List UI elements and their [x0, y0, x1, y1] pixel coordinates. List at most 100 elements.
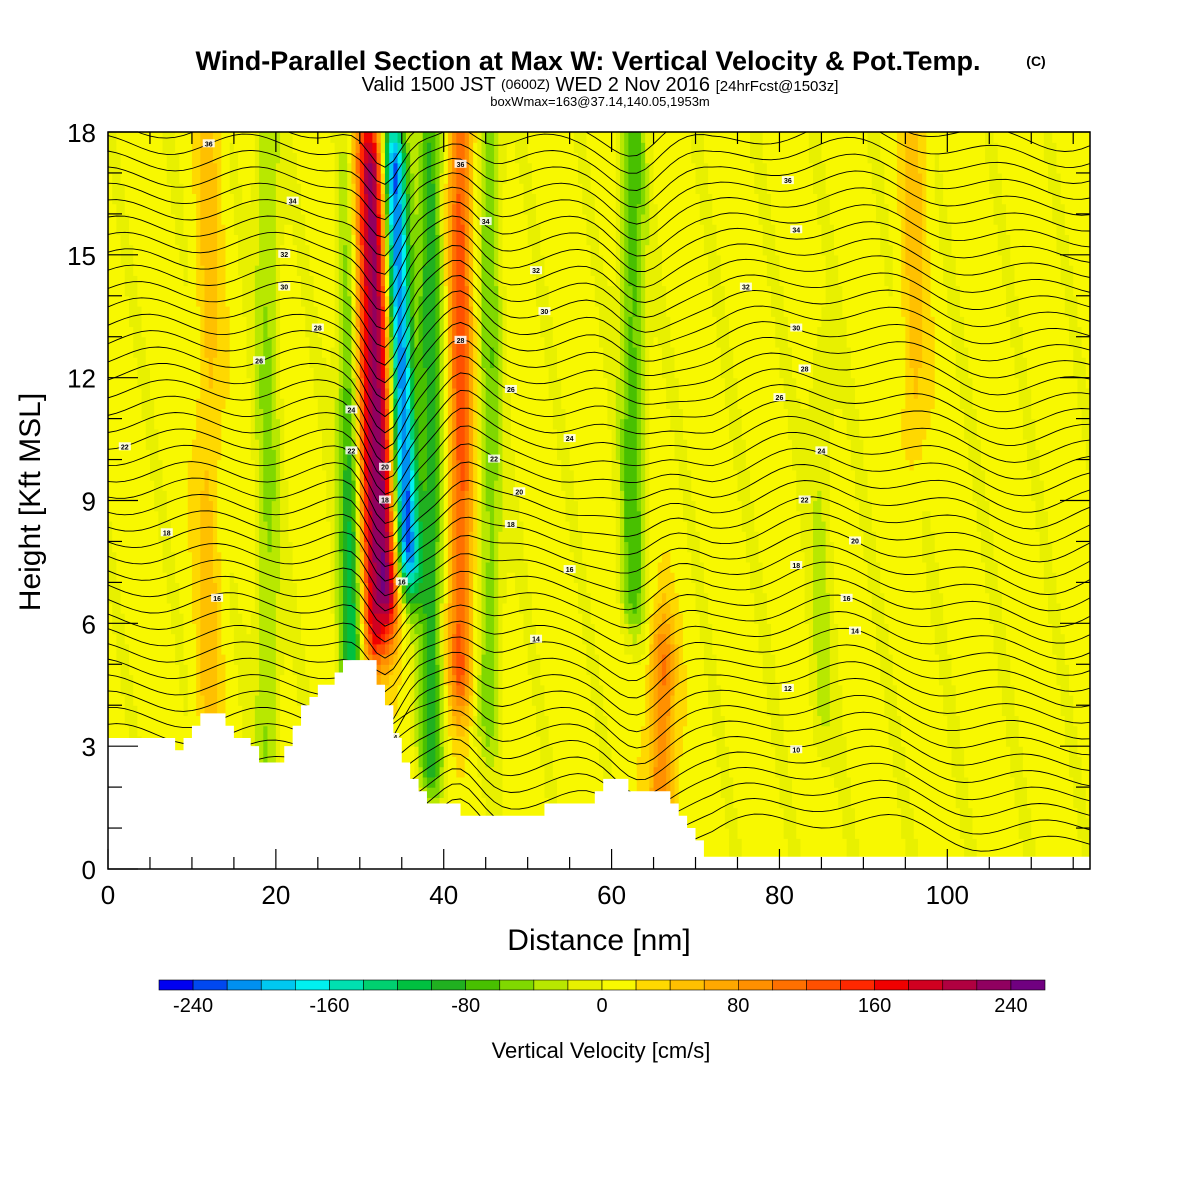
- contour-label: 22: [490, 457, 498, 464]
- w-cell: [389, 531, 394, 553]
- contour-label: 36: [457, 162, 465, 169]
- w-cell: [431, 776, 436, 788]
- w-cell: [968, 469, 974, 809]
- w-cell: [221, 132, 227, 225]
- w-cell: [653, 592, 659, 614]
- w-cell: [447, 172, 453, 348]
- w-cell: [384, 613, 390, 624]
- w-cell: [343, 469, 348, 706]
- w-cell: [670, 613, 676, 645]
- w-cell: [796, 510, 802, 839]
- w-cell: [397, 142, 403, 154]
- w-cell: [653, 336, 659, 594]
- w-cell: [619, 633, 625, 839]
- w-cell: [183, 132, 189, 235]
- w-cell: [569, 469, 575, 553]
- w-cell: [485, 746, 491, 768]
- w-cell: [678, 613, 684, 758]
- w-cell: [875, 654, 881, 869]
- w-cell: [191, 193, 197, 440]
- w-cell: [959, 408, 965, 747]
- w-cell: [393, 561, 399, 573]
- isentrope-line: [108, 372, 1090, 465]
- w-cell: [552, 346, 558, 430]
- w-cell: [703, 674, 709, 869]
- w-cell: [439, 172, 445, 235]
- colorbar-swatch: [363, 979, 398, 991]
- w-cell: [418, 132, 424, 143]
- w-cell: [200, 265, 206, 491]
- w-cell: [221, 408, 227, 655]
- w-cell: [389, 377, 394, 409]
- w-cell: [561, 408, 567, 491]
- w-cell: [242, 203, 248, 317]
- w-cell: [666, 623, 671, 645]
- w-cell: [418, 295, 424, 481]
- w-cell: [489, 367, 495, 737]
- w-cell: [825, 132, 831, 195]
- w-cell: [326, 132, 332, 369]
- contour-label-bg: [286, 196, 299, 205]
- w-cell: [544, 715, 550, 798]
- w-cell: [649, 643, 655, 788]
- w-cell: [204, 132, 210, 358]
- w-cell: [246, 377, 252, 635]
- w-cell: [401, 234, 407, 287]
- w-cell: [682, 439, 688, 522]
- w-cell: [796, 132, 802, 399]
- w-cell: [166, 602, 172, 869]
- w-cell: [775, 684, 781, 778]
- w-cell: [913, 838, 919, 869]
- w-cell: [431, 787, 436, 798]
- y-tick-label: 3: [82, 732, 96, 762]
- w-cell: [410, 592, 415, 604]
- w-cell: [536, 224, 541, 307]
- w-cell: [1018, 838, 1024, 869]
- w-cell: [292, 244, 298, 583]
- colorbar-swatch: [431, 979, 466, 991]
- w-cell: [410, 439, 415, 471]
- w-cell: [443, 132, 449, 184]
- w-cell: [170, 213, 176, 553]
- colorbar-tick-label: 80: [727, 995, 749, 1017]
- w-cell: [1006, 746, 1011, 869]
- w-cell: [384, 664, 390, 676]
- w-cell: [968, 132, 974, 379]
- w-cell: [582, 213, 588, 563]
- w-cell: [846, 346, 852, 440]
- w-cell: [544, 132, 550, 287]
- w-cell: [254, 132, 260, 266]
- w-cell: [590, 705, 596, 869]
- w-cell: [414, 346, 420, 420]
- w-cell: [716, 132, 722, 256]
- w-cell: [401, 132, 407, 143]
- w-cell: [322, 132, 327, 358]
- contour-label-bg: [253, 356, 266, 365]
- isentrope-line: [108, 260, 1090, 348]
- w-cell: [1001, 285, 1007, 624]
- w-cell: [418, 766, 424, 788]
- w-cell: [930, 623, 936, 869]
- w-cell: [380, 428, 386, 481]
- w-cell: [674, 377, 680, 461]
- w-cell: [792, 377, 797, 471]
- w-cell: [414, 520, 420, 573]
- w-cell: [494, 132, 499, 287]
- w-cell: [1069, 694, 1074, 778]
- w-cell: [456, 623, 462, 686]
- contour-label: 28: [457, 338, 465, 345]
- isentrope-line: [108, 627, 1090, 693]
- w-cell: [460, 715, 466, 737]
- w-cell: [733, 807, 739, 869]
- w-cell: [389, 551, 394, 563]
- isentrope-line: [108, 321, 1090, 418]
- w-cell: [821, 162, 827, 256]
- w-cell: [586, 592, 592, 676]
- contour-label: 34: [792, 227, 800, 234]
- colorbar-swatch: [158, 979, 194, 991]
- w-cell: [204, 469, 210, 737]
- w-cell: [1077, 756, 1083, 839]
- w-cell: [389, 469, 394, 491]
- contour-label-bg: [848, 626, 861, 635]
- w-cell: [363, 132, 369, 143]
